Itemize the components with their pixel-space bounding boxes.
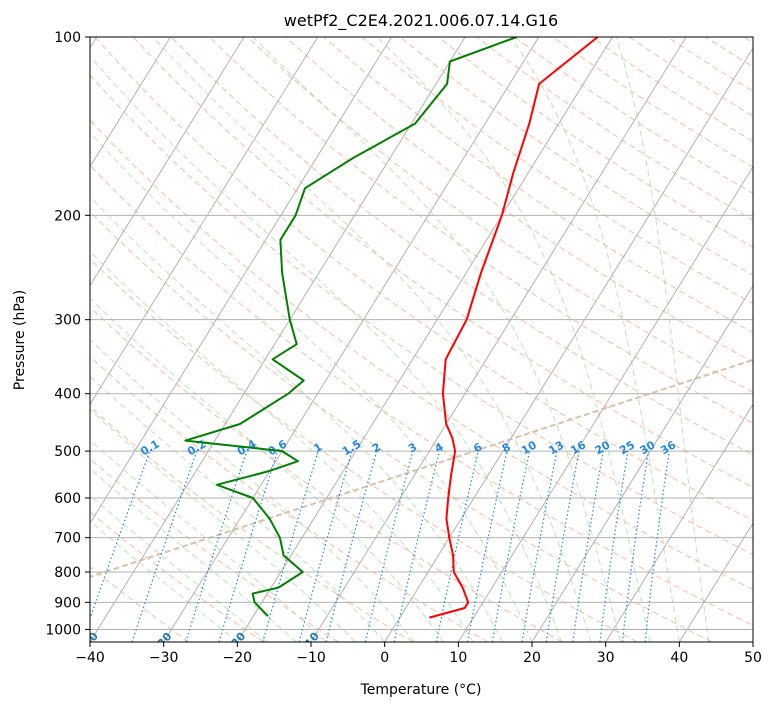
- mixing-ratio-line: [599, 450, 629, 642]
- dry-adiabat-line: [94, 37, 753, 522]
- x-tick-label: 10: [449, 650, 467, 666]
- x-tick-label: 20: [523, 650, 541, 666]
- mixing-ratio-line: [131, 450, 198, 642]
- moist-adiabat-line: [252, 37, 621, 642]
- mixing-ratio-line: [364, 450, 414, 642]
- y-tick-label: 800: [54, 565, 81, 581]
- isotherm-line: [384, 46, 753, 642]
- y-axis-label: Pressure (hPa): [12, 290, 28, 390]
- isotherm-label: -40: [78, 630, 101, 654]
- dry-adiabat-line: [90, 258, 638, 642]
- dry-adiabat-line: [90, 119, 753, 591]
- isotherm-line: [90, 37, 466, 642]
- moist-adiabat-line: [90, 520, 238, 642]
- dry-adiabat-line: [90, 458, 339, 642]
- moist-adiabat-line: [90, 494, 268, 642]
- dry-adiabat-line: [90, 211, 712, 642]
- dry-adiabat-line: [285, 37, 753, 363]
- dry-adiabat-line: [323, 37, 753, 334]
- moist-adiabat-line: [90, 339, 415, 642]
- x-tick-label: 40: [670, 650, 688, 666]
- temperature-profile-line: [429, 37, 599, 619]
- mixing-ratio-line: [435, 450, 479, 642]
- mixing-ratio-line: [90, 450, 151, 621]
- isotherm-line: [310, 37, 687, 642]
- x-tick-label: 50: [744, 650, 762, 666]
- x-tick-label: −20: [223, 650, 253, 666]
- mixing-ratio-line: [298, 450, 353, 642]
- moist-adiabat-line: [152, 37, 592, 642]
- y-tick-label: 200: [54, 208, 81, 224]
- mixing-ratio-line: [572, 450, 604, 642]
- mixing-ratio-line: [262, 450, 319, 642]
- y-tick-label: 100: [54, 30, 81, 46]
- reference-curve: [90, 358, 753, 578]
- isotherm-line: [236, 37, 613, 642]
- dry-adiabat-line: [90, 355, 488, 642]
- moist-adiabat-line: [615, 37, 710, 642]
- mixing-ratio-line: [185, 450, 248, 642]
- mixing-ratio-line: [393, 450, 441, 642]
- moist-adiabat-line: [90, 439, 327, 642]
- isotherm-line: [531, 284, 753, 642]
- moist-adiabat-line: [510, 37, 680, 642]
- dry-adiabat-line: [132, 37, 753, 488]
- x-tick-label: 0: [380, 650, 389, 666]
- y-tick-label: 600: [54, 491, 81, 507]
- y-tick-label: 900: [54, 595, 81, 611]
- isotherm-line: [90, 37, 319, 406]
- plot-frame: [89, 36, 754, 643]
- moist-adiabat-line: [90, 250, 474, 642]
- isotherm-line: [90, 37, 245, 287]
- dry-adiabat-line: [171, 37, 753, 456]
- y-tick-label: 700: [54, 531, 81, 547]
- moist-adiabat-line: [90, 409, 356, 642]
- isotherm-line: [163, 37, 540, 642]
- isotherm-line: [90, 37, 171, 168]
- mixing-ratio-line: [218, 450, 279, 642]
- dry-adiabat-line: [90, 511, 264, 642]
- x-tick-label: −40: [75, 650, 105, 666]
- mixing-ratio-line: [621, 451, 650, 642]
- dry-adiabat-line: [90, 566, 190, 642]
- x-axis-label: Temperature (°C): [360, 682, 482, 698]
- dewpoint-profile-line: [184, 37, 518, 617]
- y-tick-label: 500: [54, 444, 81, 460]
- x-tick-label: 30: [597, 650, 615, 666]
- dry-adiabat-line: [90, 164, 753, 627]
- isotherm-line: [605, 403, 753, 642]
- chart-title: wetPf2_C2E4.2021.006.07.14.G16: [284, 11, 558, 31]
- isotherm-line: [678, 522, 753, 642]
- isotherm-line: [457, 165, 753, 642]
- x-tick-label: −30: [149, 650, 179, 666]
- dry-adiabat-line: [90, 306, 563, 642]
- y-tick-label: 400: [54, 387, 81, 403]
- moist-adiabat-line: [90, 297, 444, 642]
- axes: −40 −30 −20 −10 0 10 20 30 40 50 100 200 300 400 500 60…: [45, 30, 762, 666]
- x-tick-label: −10: [296, 650, 326, 666]
- mixing-ratio-line: [644, 451, 670, 642]
- mixing-ratio-line: [325, 450, 378, 642]
- y-tick-label: 300: [54, 313, 81, 329]
- moist-adiabat-line: [90, 55, 562, 642]
- isotherm-line: [90, 37, 392, 525]
- y-tick-label: 1000: [45, 622, 81, 638]
- moist-adiabat-line: [376, 37, 651, 642]
